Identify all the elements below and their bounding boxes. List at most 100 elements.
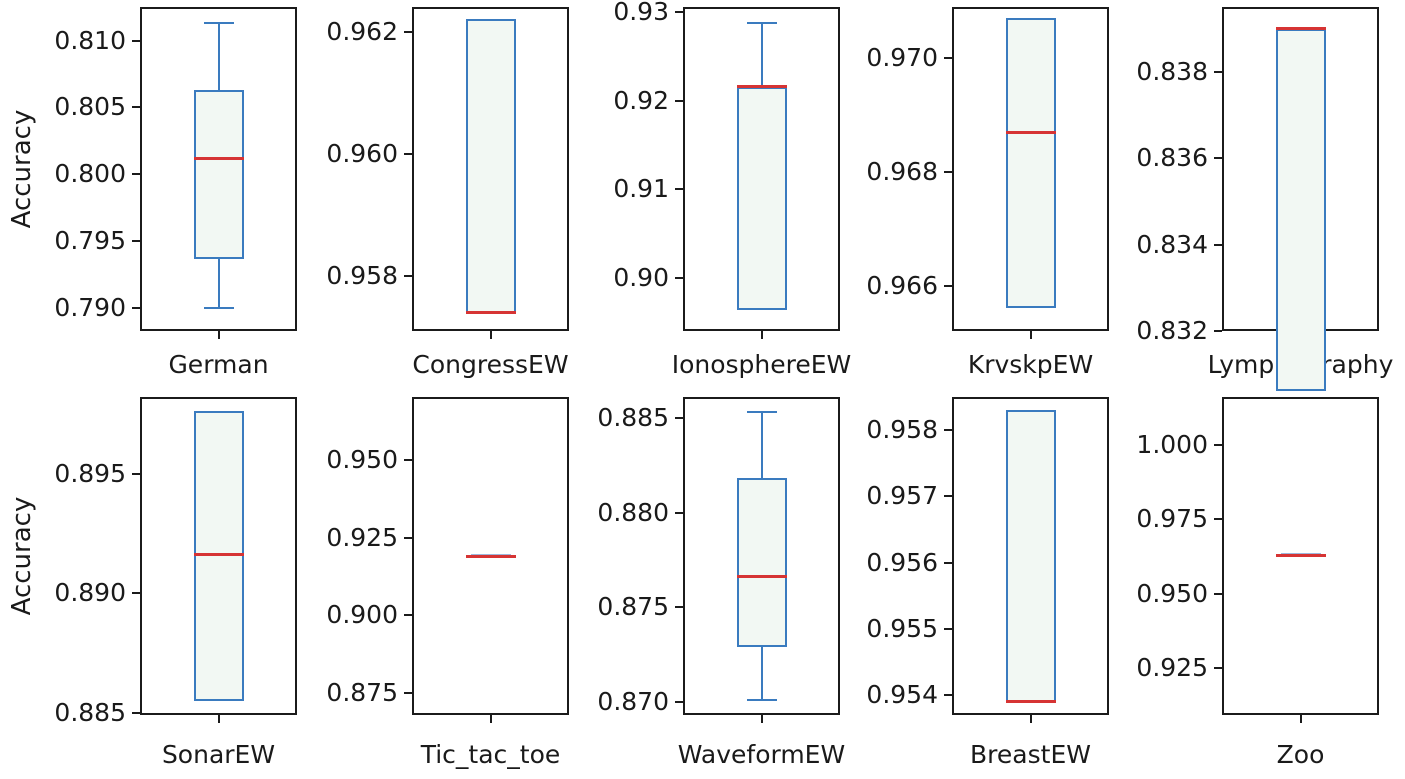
lower-whisker	[760, 646, 763, 700]
y-tick-mark	[944, 495, 952, 498]
y-tick-label: 0.832	[1136, 316, 1208, 345]
y-tick-mark	[944, 627, 952, 630]
x-tick-mark	[760, 715, 763, 723]
y-tick-mark	[944, 694, 952, 697]
x-tick-mark	[760, 331, 763, 339]
y-tick-label: 0.925	[1136, 653, 1208, 682]
y-tick-label: 0.870	[597, 686, 669, 716]
y-tick-label: 0.810	[54, 25, 126, 55]
y-tick-label: 0.966	[866, 270, 938, 300]
y-tick-mark	[944, 57, 952, 60]
y-tick-label: 0.968	[866, 156, 938, 186]
y-tick-label: 0.875	[597, 592, 669, 622]
upper-whisker-cap	[746, 411, 777, 414]
y-tick-label: 0.805	[54, 92, 126, 122]
iqr-box	[193, 90, 244, 259]
lower-whisker-cap	[203, 307, 234, 310]
y-tick-mark	[675, 11, 683, 14]
y-tick-label: 0.960	[326, 138, 398, 168]
y-tick-label: 0.925	[326, 522, 398, 552]
x-axis-label-congressew: CongressEW	[412, 350, 569, 379]
median-line	[465, 311, 516, 315]
x-axis-label-zoo: Zoo	[1276, 740, 1325, 769]
y-tick-label: 0.956	[866, 547, 938, 577]
x-tick-mark	[217, 331, 220, 339]
y-tick-label: 0.875	[326, 678, 398, 707]
y-tick-mark	[675, 188, 683, 191]
x-axis-label-breastew: BreastEW	[970, 740, 1091, 769]
y-tick-mark	[132, 711, 140, 714]
y-tick-label: 0.958	[326, 261, 398, 290]
y-tick-label: 0.92	[613, 85, 669, 115]
y-tick-mark	[675, 511, 683, 514]
y-tick-mark	[1214, 443, 1222, 446]
y-tick-mark	[1214, 70, 1222, 73]
y-tick-label: 0.955	[866, 613, 938, 643]
y-tick-mark	[675, 99, 683, 102]
y-tick-mark	[132, 240, 140, 243]
y-tick-label: 0.834	[1136, 229, 1208, 259]
iqr-box	[1275, 28, 1326, 392]
y-tick-mark	[1214, 592, 1222, 595]
x-axis-label-ionosphereew: IonosphereEW	[671, 350, 852, 379]
iqr-box	[1005, 18, 1056, 309]
upper-whisker	[217, 23, 220, 90]
y-tick-label: 0.880	[597, 497, 669, 527]
median-line	[1005, 130, 1056, 134]
y-tick-mark	[675, 416, 683, 419]
median-line	[193, 156, 244, 160]
iqr-box	[1005, 410, 1056, 702]
y-tick-label: 0.957	[866, 481, 938, 511]
y-tick-mark	[1214, 330, 1222, 332]
y-tick-label: 0.885	[54, 697, 126, 727]
y-tick-mark	[404, 614, 412, 617]
y-tick-mark	[132, 173, 140, 176]
y-tick-mark	[1214, 667, 1222, 669]
y-tick-mark	[944, 170, 952, 173]
upper-whisker	[760, 22, 763, 87]
median-line	[1005, 700, 1056, 704]
y-axis-label: Accuracy	[7, 496, 37, 616]
x-tick-mark	[1029, 715, 1032, 723]
y-tick-mark	[132, 472, 140, 475]
median-line	[193, 553, 244, 557]
y-tick-mark	[404, 275, 412, 277]
y-tick-label: 0.950	[326, 445, 398, 474]
x-tick-mark	[217, 715, 220, 723]
x-tick-mark	[489, 331, 492, 339]
y-tick-label: 0.836	[1136, 143, 1208, 173]
y-tick-label: 0.970	[866, 43, 938, 73]
y-tick-mark	[132, 592, 140, 595]
y-tick-label: 0.800	[54, 159, 126, 189]
y-tick-mark	[675, 276, 683, 279]
y-axis-label: Accuracy	[7, 109, 37, 229]
y-tick-label: 0.954	[866, 680, 938, 710]
lower-whisker-cap	[746, 698, 777, 701]
x-axis-label-german: German	[168, 350, 269, 379]
y-tick-label: 0.962	[326, 16, 398, 46]
y-tick-label: 0.795	[54, 226, 126, 256]
x-axis-label-krvskpew: KrvskpEW	[967, 350, 1094, 379]
y-tick-mark	[132, 307, 140, 310]
upper-whisker-cap	[203, 22, 234, 25]
y-tick-label: 0.975	[1136, 504, 1208, 534]
median-line	[465, 554, 516, 558]
x-axis-label-tic-tac-toe: Tic_tac_toe	[420, 740, 561, 769]
y-tick-label: 0.790	[54, 293, 126, 323]
y-tick-mark	[132, 106, 140, 109]
median-line	[736, 85, 787, 89]
y-tick-mark	[404, 152, 412, 155]
y-tick-label: 0.958	[866, 415, 938, 445]
median-line	[736, 575, 787, 579]
upper-whisker	[760, 412, 763, 479]
y-tick-mark	[132, 39, 140, 42]
y-tick-label: 1.000	[1136, 429, 1208, 459]
y-tick-label: 0.890	[54, 578, 126, 608]
iqr-box	[736, 86, 787, 310]
y-tick-label: 0.93	[613, 0, 669, 27]
y-tick-mark	[675, 606, 683, 609]
y-tick-mark	[944, 284, 952, 287]
median-line	[1275, 27, 1326, 31]
y-tick-label: 0.885	[597, 402, 669, 432]
